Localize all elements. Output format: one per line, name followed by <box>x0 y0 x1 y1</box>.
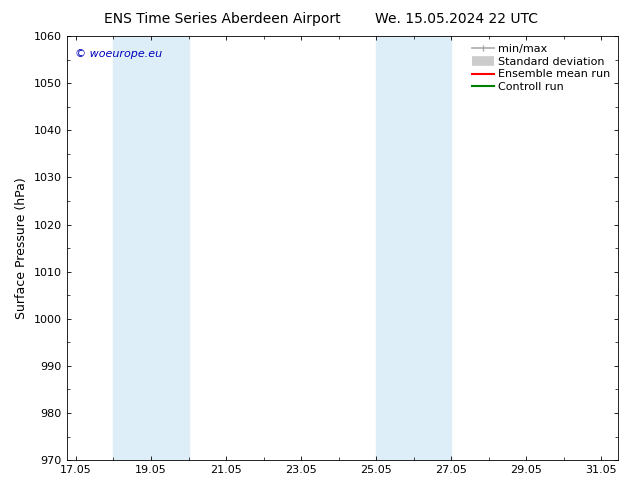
Y-axis label: Surface Pressure (hPa): Surface Pressure (hPa) <box>15 177 28 319</box>
Legend: min/max, Standard deviation, Ensemble mean run, Controll run: min/max, Standard deviation, Ensemble me… <box>469 42 612 95</box>
Text: We. 15.05.2024 22 UTC: We. 15.05.2024 22 UTC <box>375 12 538 26</box>
Bar <box>376 36 451 460</box>
Text: © woeurope.eu: © woeurope.eu <box>75 49 162 59</box>
Bar <box>113 36 188 460</box>
Text: ENS Time Series Aberdeen Airport: ENS Time Series Aberdeen Airport <box>103 12 340 26</box>
